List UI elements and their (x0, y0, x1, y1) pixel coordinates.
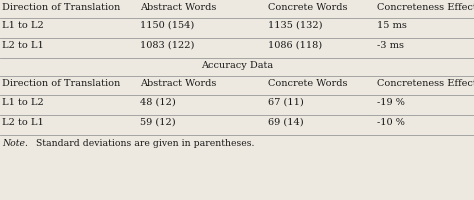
Text: -10 %: -10 % (377, 118, 405, 127)
Text: Direction of Translation: Direction of Translation (2, 79, 120, 88)
Text: Direction of Translation: Direction of Translation (2, 3, 120, 12)
Text: 1083 (122): 1083 (122) (140, 41, 194, 50)
Text: 59 (12): 59 (12) (140, 118, 175, 127)
Text: -3 ms: -3 ms (377, 41, 404, 50)
Text: Standard deviations are given in parentheses.: Standard deviations are given in parenth… (33, 139, 255, 148)
Text: Note.: Note. (2, 139, 28, 148)
Text: L2 to L1: L2 to L1 (2, 118, 44, 127)
Text: L1 to L2: L1 to L2 (2, 98, 44, 107)
Text: Concreteness Effect: Concreteness Effect (377, 3, 474, 12)
Text: Concreteness Effect: Concreteness Effect (377, 79, 474, 88)
Text: 15 ms: 15 ms (377, 21, 407, 30)
Text: Concrete Words: Concrete Words (268, 79, 347, 88)
Text: 1135 (132): 1135 (132) (268, 21, 322, 30)
Text: 69 (14): 69 (14) (268, 118, 303, 127)
Text: Abstract Words: Abstract Words (140, 79, 216, 88)
Text: 1086 (118): 1086 (118) (268, 41, 322, 50)
Text: 67 (11): 67 (11) (268, 98, 303, 107)
Text: 48 (12): 48 (12) (140, 98, 175, 107)
Text: L2 to L1: L2 to L1 (2, 41, 44, 50)
Text: Accuracy Data: Accuracy Data (201, 61, 273, 70)
Text: Abstract Words: Abstract Words (140, 3, 216, 12)
Text: L1 to L2: L1 to L2 (2, 21, 44, 30)
Text: -19 %: -19 % (377, 98, 405, 107)
Text: 1150 (154): 1150 (154) (140, 21, 194, 30)
Text: Concrete Words: Concrete Words (268, 3, 347, 12)
